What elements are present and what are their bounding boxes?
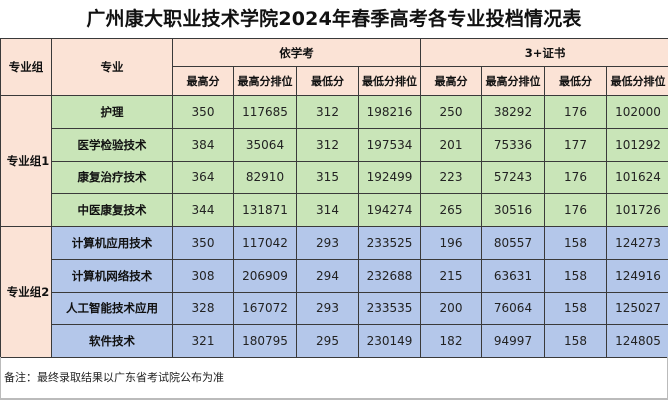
cell: 350 [172, 95, 234, 129]
cell: 76064 [481, 291, 545, 326]
header-row-1: 专业组 专业 依学考 3+证书 [0, 38, 668, 96]
cell: 314 [296, 193, 359, 227]
header-a-min-rank: 最低分排位 [358, 66, 421, 96]
cell: 321 [172, 324, 234, 358]
header-b-min-rank: 最低分排位 [605, 66, 668, 96]
table-row: 专业组1 护理 350 117685 312 198216 250 38292 … [0, 95, 668, 227]
cell: 364 [172, 160, 234, 195]
cell: 80557 [481, 226, 545, 260]
cell: 201 [420, 127, 482, 162]
table-row: 人工智能技术应用 328 167072 293 233535 200 76064… [1, 291, 668, 326]
header-a-max-rank: 最高分排位 [233, 66, 297, 96]
cell: 176 [544, 193, 607, 227]
cell: 117042 [233, 226, 297, 260]
cell: 308 [172, 258, 234, 293]
cell: 350 [172, 226, 234, 260]
major-name: 计算机网络技术 [51, 258, 173, 293]
cell: 265 [420, 193, 482, 227]
cell: 293 [296, 291, 359, 326]
cell: 158 [544, 226, 607, 260]
cell: 180795 [233, 324, 297, 358]
group-label: 专业组1 [0, 95, 52, 227]
cell: 250 [420, 95, 482, 129]
cell: 384 [172, 127, 234, 162]
cell: 192499 [358, 160, 421, 195]
admission-score-table: 专业组 专业 依学考 3+证书 最高分 最高分排位 最低分 最低分排位 最高分 … [0, 38, 668, 358]
header-a-min-score: 最低分 [296, 66, 359, 96]
cell: 101726 [605, 193, 668, 227]
cell: 101292 [605, 127, 668, 162]
header-major-group: 专业组 [0, 38, 52, 96]
cell: 167072 [233, 291, 297, 326]
table-row: 计算机网络技术 308 206909 294 232688 215 63631 … [1, 258, 668, 293]
cell: 82910 [233, 160, 297, 195]
cell: 102000 [605, 95, 668, 129]
header-major: 专业 [51, 38, 173, 96]
major-name: 人工智能技术应用 [51, 291, 173, 326]
cell: 176 [544, 95, 607, 129]
cell: 194274 [358, 193, 421, 227]
cell: 158 [544, 324, 607, 358]
cell: 125027 [605, 291, 668, 326]
header-section-3plus-cert: 3+证书 [419, 38, 668, 67]
group-label: 专业组2 [0, 226, 52, 358]
table-row: 医学检验技术 384 35064 312 197534 201 75336 17… [1, 127, 668, 162]
cell: 233535 [358, 291, 421, 326]
cell: 124805 [605, 324, 668, 358]
cell: 312 [296, 95, 359, 129]
cell: 124273 [605, 226, 668, 260]
cell: 230149 [358, 324, 421, 358]
cell: 131871 [233, 193, 297, 227]
cell: 232688 [358, 258, 421, 293]
table-row: 中医康复技术 344 131871 314 194274 265 30516 1… [1, 193, 668, 227]
cell: 197534 [358, 127, 421, 162]
cell: 344 [172, 193, 234, 227]
cell: 38292 [481, 95, 545, 129]
cell: 294 [296, 258, 359, 293]
major-name: 康复治疗技术 [51, 160, 173, 195]
cell: 101624 [605, 160, 668, 195]
cell: 63631 [481, 258, 545, 293]
header-b-max-score: 最高分 [420, 66, 482, 96]
cell: 124916 [605, 258, 668, 293]
header-b-max-rank: 最高分排位 [481, 66, 545, 96]
footnote: 备注：最终录取结果以广东省考试院公布为准 [0, 357, 668, 400]
header-section-xuekao: 依学考 [172, 38, 421, 67]
table-row: 康复治疗技术 364 82910 315 192499 223 57243 17… [1, 160, 668, 195]
cell: 312 [296, 127, 359, 162]
table-row: 软件技术 321 180795 295 230149 182 94997 158… [1, 324, 668, 358]
cell: 328 [172, 291, 234, 326]
cell: 75336 [481, 127, 545, 162]
cell: 94997 [481, 324, 545, 358]
cell: 30516 [481, 193, 545, 227]
cell: 35064 [233, 127, 297, 162]
major-name: 医学检验技术 [51, 127, 173, 162]
major-name: 计算机应用技术 [51, 226, 173, 260]
cell: 57243 [481, 160, 545, 195]
cell: 196 [420, 226, 482, 260]
cell: 117685 [233, 95, 297, 129]
cell: 315 [296, 160, 359, 195]
cell: 200 [420, 291, 482, 326]
cell: 206909 [233, 258, 297, 293]
cell: 295 [296, 324, 359, 358]
cell: 177 [544, 127, 607, 162]
page-title: 广州康大职业技术学院2024年春季高考各专业投档情况表 [86, 8, 582, 30]
cell: 198216 [358, 95, 421, 129]
major-name: 软件技术 [51, 324, 173, 358]
table-row: 专业组2 计算机应用技术 350 117042 293 233525 196 8… [0, 226, 668, 358]
cell: 158 [544, 291, 607, 326]
cell: 182 [420, 324, 482, 358]
cell: 215 [420, 258, 482, 293]
cell: 293 [296, 226, 359, 260]
header-row-2: 最高分 最高分排位 最低分 最低分排位 最高分 最高分排位 最低分 最低分排位 [1, 66, 668, 96]
cell: 176 [544, 160, 607, 195]
header-a-max-score: 最高分 [172, 66, 234, 96]
major-name: 护理 [51, 95, 173, 129]
header-b-min-score: 最低分 [544, 66, 607, 96]
cell: 233525 [358, 226, 421, 260]
cell: 223 [420, 160, 482, 195]
major-name: 中医康复技术 [51, 193, 173, 227]
cell: 158 [544, 258, 607, 293]
